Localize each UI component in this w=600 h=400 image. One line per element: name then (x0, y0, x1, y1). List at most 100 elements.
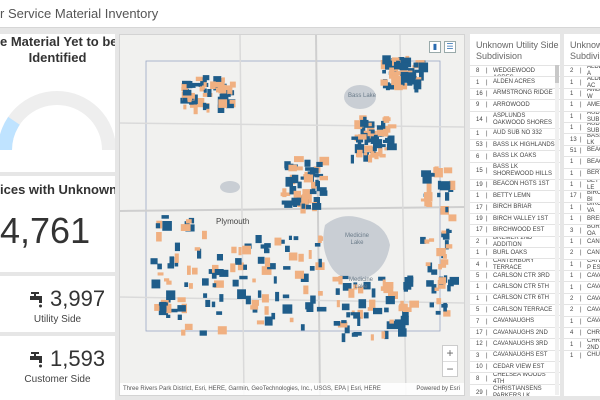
parcel[interactable] (182, 97, 188, 101)
parcel[interactable] (293, 190, 301, 198)
parcel[interactable] (346, 312, 351, 318)
parcel[interactable] (335, 288, 340, 295)
parcel[interactable] (402, 307, 412, 312)
parcel[interactable] (235, 258, 242, 265)
parcel[interactable] (344, 325, 350, 334)
parcel[interactable] (312, 203, 322, 210)
parcel[interactable] (251, 300, 259, 306)
parcel[interactable] (198, 82, 209, 87)
parcel[interactable] (231, 246, 237, 254)
list-item[interactable]: 1 | CARLSON CTR 6TH (470, 292, 560, 304)
parcel[interactable] (232, 279, 239, 287)
parcel[interactable] (288, 252, 298, 261)
parcel[interactable] (264, 248, 270, 254)
parcel[interactable] (387, 124, 397, 129)
list-item[interactable]: 1 | CHRISTI 2ND (564, 338, 600, 350)
parcel[interactable] (384, 147, 388, 151)
parcel[interactable] (245, 295, 251, 305)
parcel[interactable] (166, 280, 172, 285)
parcel[interactable] (303, 174, 314, 183)
parcel[interactable] (403, 282, 412, 290)
parcel[interactable] (199, 330, 207, 336)
parcel[interactable] (183, 104, 187, 110)
parcel[interactable] (202, 278, 209, 286)
parcel[interactable] (358, 134, 367, 140)
parcel[interactable] (211, 301, 216, 308)
list-item[interactable]: 5 | CARLSON TERRACE (470, 304, 560, 315)
parcel[interactable] (300, 273, 309, 282)
parcel[interactable] (394, 84, 403, 91)
parcel[interactable] (316, 187, 327, 192)
parcel[interactable] (271, 312, 276, 320)
parcel[interactable] (155, 223, 161, 229)
parcel[interactable] (187, 265, 191, 275)
parcel[interactable] (200, 86, 205, 90)
parcel[interactable] (381, 120, 386, 130)
parcel[interactable] (304, 171, 308, 176)
parcel[interactable] (227, 93, 231, 97)
parcel[interactable] (193, 104, 198, 115)
parcel[interactable] (351, 136, 359, 140)
parcel[interactable] (385, 137, 392, 141)
parcel[interactable] (301, 194, 309, 205)
parcel[interactable] (285, 192, 291, 197)
parcel[interactable] (365, 122, 372, 127)
parcel[interactable] (197, 248, 202, 259)
parcel[interactable] (437, 180, 442, 190)
parcel[interactable] (275, 291, 280, 302)
list-item[interactable]: 12 | CAVANAUGHS 3RD (470, 338, 560, 349)
parcel[interactable] (425, 193, 431, 204)
parcel[interactable] (166, 290, 176, 300)
list-item[interactable]: 1 | CAVANA (564, 281, 600, 292)
parcel[interactable] (208, 269, 215, 274)
parcel[interactable] (237, 262, 244, 271)
parcel[interactable] (385, 60, 395, 70)
parcel[interactable] (217, 326, 227, 335)
parcel[interactable] (212, 283, 217, 288)
parcel[interactable] (151, 279, 161, 289)
parcel[interactable] (383, 287, 394, 294)
list-item[interactable]: 1 | AUD SUB (564, 121, 600, 133)
parcel[interactable] (358, 299, 367, 309)
parcel[interactable] (261, 266, 272, 275)
parcel[interactable] (413, 62, 419, 68)
parcel[interactable] (434, 166, 439, 176)
parcel[interactable] (407, 73, 415, 84)
parcel[interactable] (426, 182, 432, 193)
parcel[interactable] (316, 306, 327, 312)
parcel[interactable] (264, 306, 269, 315)
parcel[interactable] (274, 237, 282, 246)
parcel[interactable] (207, 89, 212, 97)
parcel[interactable] (230, 263, 236, 273)
list-item[interactable]: 13| BASS LK (564, 133, 600, 145)
parcel[interactable] (385, 282, 394, 289)
parcel[interactable] (194, 247, 201, 251)
parcel[interactable] (354, 144, 365, 154)
parcel[interactable] (441, 230, 447, 234)
parcel[interactable] (182, 80, 191, 85)
parcel[interactable] (212, 264, 219, 273)
list-item[interactable]: 10 | CEDAR VIEW EST (470, 360, 560, 372)
parcel[interactable] (426, 201, 433, 207)
parcel[interactable] (192, 267, 198, 275)
parcel[interactable] (300, 204, 306, 214)
parcel[interactable] (445, 244, 453, 249)
parcel[interactable] (351, 332, 358, 337)
parcel[interactable] (295, 166, 303, 171)
parcel[interactable] (400, 315, 409, 326)
parcel[interactable] (309, 266, 315, 271)
parcel[interactable] (161, 215, 169, 219)
parcel[interactable] (315, 179, 319, 187)
parcel[interactable] (319, 175, 328, 181)
parcel[interactable] (339, 275, 349, 280)
parcel[interactable] (436, 298, 442, 305)
parcel[interactable] (406, 72, 415, 76)
parcel[interactable] (348, 288, 355, 298)
parcel[interactable] (420, 236, 426, 244)
parcel[interactable] (415, 60, 425, 65)
parcel[interactable] (355, 123, 363, 128)
scrollbar[interactable] (555, 65, 559, 395)
parcel[interactable] (158, 310, 169, 316)
list-item[interactable]: 2 | CANTER (564, 247, 600, 258)
parcel[interactable] (342, 283, 352, 291)
